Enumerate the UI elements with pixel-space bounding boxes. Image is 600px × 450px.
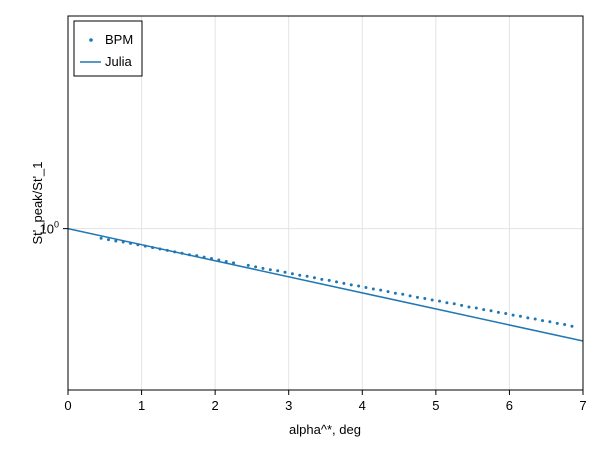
bpm-point — [460, 303, 464, 307]
bpm-point — [290, 272, 294, 276]
bpm-point — [173, 250, 177, 254]
bpm-point — [423, 296, 427, 300]
bpm-point — [379, 288, 383, 292]
legend: BPM Julia — [73, 20, 143, 77]
bpm-point — [430, 298, 434, 302]
bpm-point — [511, 313, 515, 317]
bpm-point — [246, 263, 250, 267]
x-tick-label: 4 — [359, 398, 366, 413]
bpm-point — [99, 236, 103, 240]
bpm-point — [283, 270, 287, 274]
bpm-point — [224, 259, 228, 263]
bpm-point — [393, 291, 397, 295]
bpm-point — [335, 280, 339, 284]
bpm-point — [129, 241, 133, 245]
x-tick-label: 1 — [138, 398, 145, 413]
x-tick-label: 6 — [506, 398, 513, 413]
y-tick-label: 100 — [40, 220, 59, 237]
bpm-point — [158, 247, 162, 251]
y-axis-label: St'_peak/St'_1 — [30, 161, 45, 244]
bpm-point — [136, 243, 140, 247]
bpm-point — [496, 310, 500, 314]
bpm-point — [474, 306, 478, 310]
legend-bpm-marker — [89, 38, 93, 42]
bpm-points-layer — [99, 236, 574, 328]
x-axis-label: alpha^*, deg — [289, 422, 361, 437]
bpm-point — [217, 258, 221, 262]
plot-frame — [67, 15, 584, 391]
bpm-point — [106, 238, 110, 242]
bpm-point — [195, 254, 199, 258]
bpm-point — [518, 314, 522, 318]
bpm-point — [209, 257, 213, 261]
bpm-point — [371, 287, 375, 291]
bpm-point — [165, 248, 169, 252]
bpm-point — [232, 261, 236, 265]
bpm-point — [327, 278, 331, 282]
bpm-point — [268, 268, 272, 272]
bpm-point — [482, 308, 486, 312]
bpm-point — [305, 274, 309, 278]
bpm-point — [570, 324, 574, 328]
bpm-point — [364, 286, 368, 289]
grid — [67, 16, 584, 390]
bpm-point — [261, 266, 265, 270]
bpm-point — [415, 295, 419, 299]
bpm-point — [114, 239, 118, 243]
bpm-point — [548, 320, 552, 324]
bpm-point — [143, 244, 147, 248]
bpm-point — [357, 284, 361, 288]
bpm-point — [489, 309, 493, 313]
x-tick-label: 0 — [64, 398, 71, 413]
bpm-point — [504, 311, 508, 315]
bpm-point — [408, 294, 412, 298]
legend-bpm-label: BPM — [105, 32, 133, 47]
bpm-point — [467, 305, 471, 309]
x-ticks: 0 1 2 3 4 5 6 7 — [64, 390, 587, 413]
legend-box — [73, 20, 143, 77]
bpm-point — [445, 301, 449, 305]
bpm-point — [533, 317, 537, 321]
bpm-point — [349, 283, 353, 287]
bpm-point — [386, 290, 390, 294]
bpm-point — [438, 299, 442, 303]
x-tick-label: 3 — [285, 398, 292, 413]
y-ticks: 100 — [40, 220, 68, 237]
bpm-point — [298, 273, 302, 277]
x-tick-label: 5 — [432, 398, 439, 413]
bpm-point — [276, 269, 280, 273]
bpm-point — [121, 240, 125, 244]
bpm-point — [151, 246, 155, 250]
bpm-point — [187, 253, 191, 257]
bpm-point — [563, 323, 567, 327]
bpm-point — [254, 265, 258, 269]
bpm-point — [202, 255, 206, 259]
bpm-point — [180, 251, 184, 255]
bpm-point — [526, 316, 530, 320]
x-tick-label: 7 — [579, 398, 586, 413]
x-tick-label: 2 — [212, 398, 219, 413]
bpm-point — [452, 302, 456, 306]
bpm-point — [401, 292, 405, 296]
bpm-point — [555, 321, 559, 325]
legend-julia-label: Julia — [105, 54, 133, 69]
bpm-point — [320, 277, 324, 281]
bpm-point — [312, 276, 316, 280]
bpm-point — [342, 281, 346, 285]
bpm-point — [541, 319, 545, 323]
